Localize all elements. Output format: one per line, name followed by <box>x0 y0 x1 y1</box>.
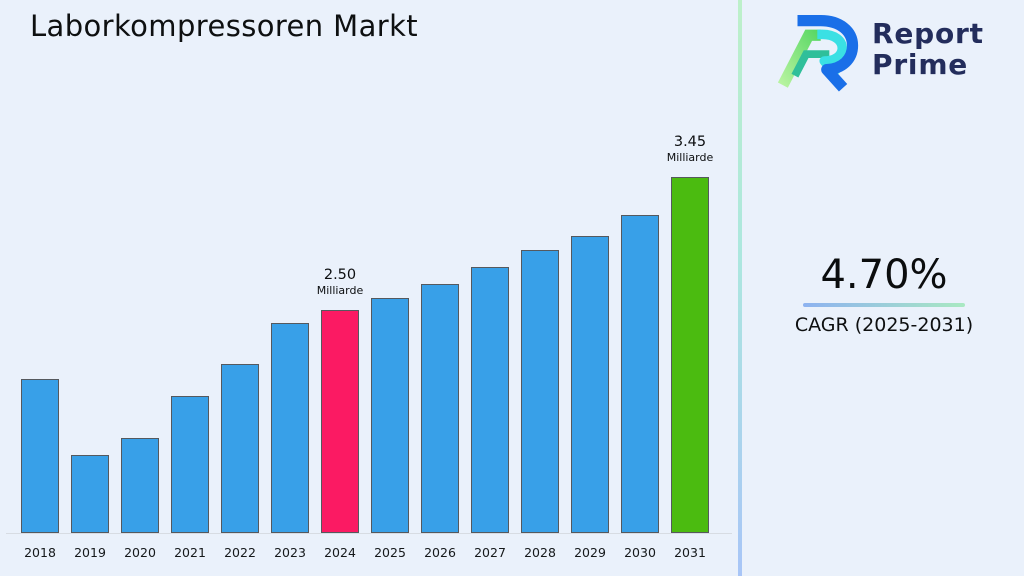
x-tick-2031: 2031 <box>674 545 706 560</box>
x-tick-2029: 2029 <box>574 545 606 560</box>
bar-2026 <box>421 284 459 533</box>
bar-chart: 2018 2019 2020 2021 2022 2023 2024 2.50 Milliard… <box>6 133 738 560</box>
bar-2027 <box>471 267 509 533</box>
x-tick-2028: 2028 <box>524 545 556 560</box>
x-tick-2026: 2026 <box>424 545 456 560</box>
cagr-block: 4.70% CAGR (2025-2031) <box>771 252 997 336</box>
value-text: 2.50 <box>323 267 357 283</box>
value-label-2031: 3.45 Milliarde <box>642 133 738 165</box>
value-label-2024: 2.50 Milliarde <box>292 266 388 298</box>
report-prime-logo: Report Prime <box>776 6 984 92</box>
x-tick-2018: 2018 <box>24 545 56 560</box>
bar-2030 <box>621 215 659 533</box>
unit-text: Milliarde <box>316 284 364 297</box>
panel-separator <box>738 0 742 576</box>
logo-wordmark: Report Prime <box>872 18 984 80</box>
logo-word-prime: Prime <box>872 48 969 81</box>
x-tick-2019: 2019 <box>74 545 106 560</box>
bar-2019 <box>71 455 109 533</box>
bar-2025 <box>371 298 409 533</box>
x-axis-line <box>6 533 732 534</box>
x-tick-2022: 2022 <box>224 545 256 560</box>
x-tick-2030: 2030 <box>624 545 656 560</box>
bar-2031 <box>671 177 709 533</box>
x-tick-2023: 2023 <box>274 545 306 560</box>
bar-2023 <box>271 323 309 533</box>
x-tick-2020: 2020 <box>124 545 156 560</box>
x-tick-2027: 2027 <box>474 545 506 560</box>
logo-word-report: Report <box>872 17 984 50</box>
unit-text: Milliarde <box>666 151 714 164</box>
cagr-label: CAGR (2025-2031) <box>794 314 974 336</box>
cagr-underline <box>803 303 965 307</box>
page-title: Laborkompressoren Markt <box>30 9 419 43</box>
value-text: 3.45 <box>673 134 707 150</box>
cagr-value: 4.70% <box>820 252 948 298</box>
bar-2024 <box>321 310 359 533</box>
bar-2022 <box>221 364 259 533</box>
x-tick-2021: 2021 <box>174 545 206 560</box>
x-tick-2024: 2024 <box>324 545 356 560</box>
bar-2021 <box>171 396 209 533</box>
x-tick-2025: 2025 <box>374 545 406 560</box>
bar-2020 <box>121 438 159 533</box>
bar-2029 <box>571 236 609 533</box>
report-prime-logo-icon <box>777 15 859 92</box>
bar-2028 <box>521 250 559 533</box>
bar-2018 <box>21 379 59 533</box>
